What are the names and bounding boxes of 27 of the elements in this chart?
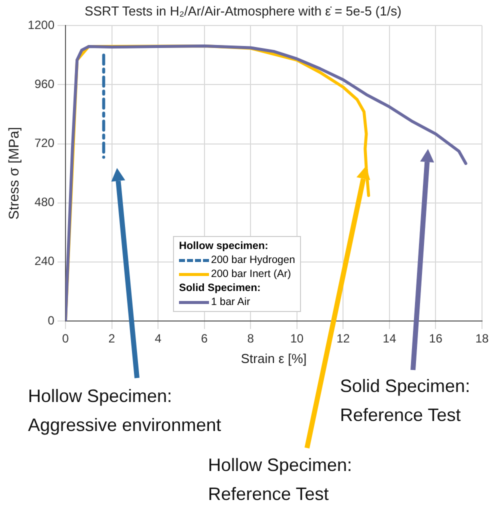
x-tick-label: 2	[108, 332, 116, 346]
legend-label: 1 bar Air	[210, 295, 252, 309]
text: Hollow Specimen: Aggressive environment	[28, 386, 222, 435]
y-axis-title: Stress σ [MPa]	[5, 126, 22, 220]
text: Solid Specimen: Reference Test	[340, 376, 470, 425]
x-tick-label: 12	[336, 332, 350, 346]
annotation: Solid Specimen:	[179, 281, 262, 295]
y-tick-label: 480	[34, 195, 55, 210]
x-tick-label: 10	[290, 332, 304, 346]
x-axis-title: Strain ε [%]	[240, 350, 307, 366]
x-tick-label: 8	[247, 332, 254, 346]
x-tick-label: 6	[200, 332, 208, 346]
x-tick-label: 16	[429, 332, 443, 346]
y-tick-label: 960	[34, 76, 55, 91]
legend-label: 200 bar Hydrogen	[210, 253, 296, 267]
y-tick-label: 720	[34, 136, 55, 150]
y-tick-label: 0	[48, 313, 55, 328]
x-tick-label: 0	[62, 332, 70, 346]
legend-title: Hollow specimen:	[179, 239, 270, 253]
chart-title: SSRT Tests in H₂/Ar/Air-Atmosphere with ε̇ = 5e-5 (1/s)	[84, 3, 402, 18]
text: Hollow Specimen: Reference Test	[208, 454, 352, 504]
legend-label: 200 bar Inert (Ar)	[210, 267, 292, 281]
y-tick-label: 1200	[28, 18, 55, 32]
x-tick-label: 4	[154, 332, 162, 346]
y-tick-label: 240	[34, 254, 55, 268]
x-tick-label: 14	[382, 332, 396, 346]
x-tick-label: 18	[475, 332, 489, 346]
